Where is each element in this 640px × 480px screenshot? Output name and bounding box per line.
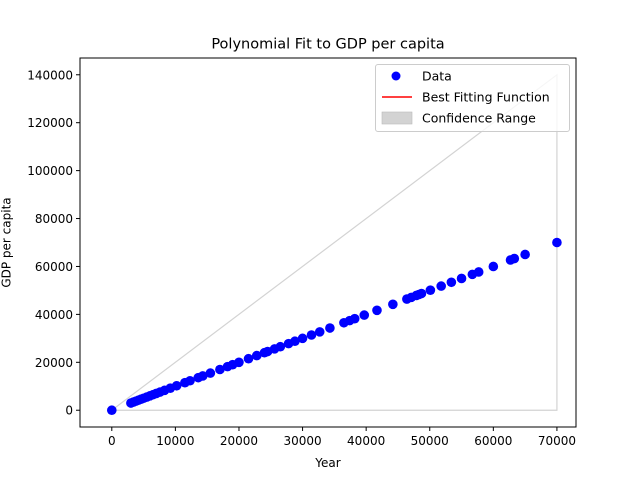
legend-marker-confidence-range (381, 111, 413, 125)
x-tick-label: 50000 (411, 434, 449, 448)
data-point (314, 327, 325, 337)
y-tick-label: 80000 (35, 212, 73, 226)
legend-frame (375, 64, 570, 132)
data-point (171, 380, 182, 391)
data-point (275, 341, 286, 352)
y-tick-label: 120000 (27, 116, 73, 130)
y-tick-label: 100000 (27, 164, 73, 178)
x-tick-label: 40000 (347, 434, 385, 448)
legend-label-confidence-range: Confidence Range (422, 111, 536, 126)
legend-label-data: Data (422, 69, 452, 84)
data-point (234, 357, 244, 368)
y-tick-label: 60000 (35, 260, 73, 274)
data-point (436, 281, 446, 291)
plot-frame (79, 57, 577, 428)
legend: Data Best Fitting Function Confidence Ra… (375, 64, 570, 132)
data-point (425, 285, 436, 295)
data-point (205, 368, 216, 378)
y-tick-label: 140000 (27, 68, 73, 82)
data-point (297, 333, 308, 344)
y-tick-label: 0 (65, 404, 73, 418)
data-point (488, 261, 499, 272)
data-point (416, 288, 427, 299)
data-point (106, 405, 117, 416)
x-tick-label: 70000 (538, 434, 576, 448)
x-axis: 0 10000 20000 30000 40000 50000 60000 70000 (108, 427, 576, 448)
chart-title: Polynomial Fit to GDP per capita (211, 37, 444, 53)
data-point (446, 277, 457, 288)
data-point (520, 249, 530, 260)
x-tick-label: 20000 (220, 434, 258, 448)
data-point (359, 310, 370, 320)
legend-marker-data (391, 71, 401, 81)
data-point (185, 375, 195, 386)
points-layer (106, 237, 562, 416)
y-axis-label: GDP per capita (0, 197, 14, 287)
data-point (473, 267, 484, 277)
y-tick-label: 40000 (35, 308, 73, 322)
data-point (290, 336, 300, 347)
legend-label-best-fitting-function: Best Fitting Function (422, 90, 550, 105)
data-point (388, 299, 398, 310)
data-point (349, 313, 360, 324)
data-point (306, 330, 317, 340)
data-point (215, 364, 225, 375)
data-point (552, 237, 562, 248)
data-point (372, 305, 382, 316)
x-axis-label: Year (314, 456, 340, 470)
data-point (456, 273, 467, 284)
x-tick-label: 60000 (474, 434, 512, 448)
x-tick-label: 10000 (156, 434, 194, 448)
data-point (251, 350, 262, 361)
x-tick-label: 0 (108, 434, 116, 448)
data-point (243, 353, 254, 364)
data-point (197, 371, 208, 381)
data-point (509, 253, 520, 264)
data-point (325, 323, 335, 333)
y-tick-label: 20000 (35, 356, 73, 370)
y-axis: 0 20000 40000 60000 80000 100000 120000 140000 (27, 68, 80, 418)
x-tick-label: 30000 (283, 434, 321, 448)
